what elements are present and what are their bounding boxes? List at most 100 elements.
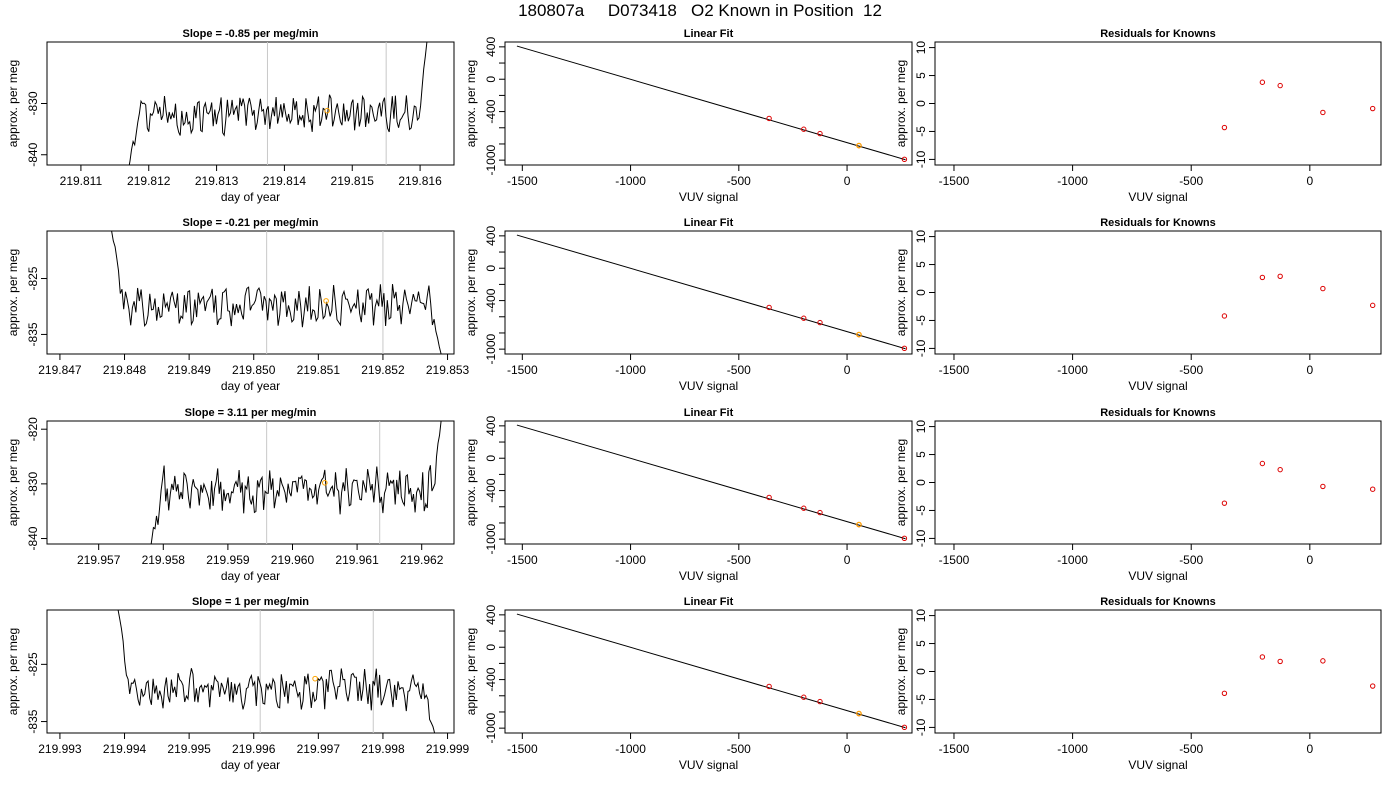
trace-4-x-label: day of year bbox=[221, 758, 280, 772]
trace-2-y-label: approx. per meg bbox=[6, 249, 20, 336]
trace-1-x-tick-label: 219.815 bbox=[331, 174, 375, 188]
residuals-3-residual-point bbox=[1320, 483, 1326, 490]
residuals-3-y-tick-label: 10 bbox=[914, 420, 928, 434]
trace-4-x-tick-label: 219.996 bbox=[232, 742, 276, 756]
residuals-4-plot-area bbox=[1221, 654, 1376, 697]
residuals-2-y-tick-label: 0 bbox=[914, 289, 928, 296]
residuals-1-x-label: VUV signal bbox=[1128, 190, 1187, 204]
residuals-4-residual-point bbox=[1320, 658, 1326, 664]
trace-2-y-tick-label: -835 bbox=[26, 322, 40, 346]
trace-2-y-tick-label: -825 bbox=[26, 266, 40, 290]
fit-3-x-tick-label: -1000 bbox=[615, 553, 646, 567]
trace-2-x-tick-label: 219.847 bbox=[38, 363, 82, 377]
fit-2-x-tick-label: 0 bbox=[844, 363, 851, 377]
fit-4-fit-line bbox=[516, 613, 906, 729]
residuals-1-y-tick-label: 5 bbox=[914, 72, 928, 79]
trace-4-x-tick-label: 219.993 bbox=[38, 742, 82, 756]
residuals-3-x-tick-label: 0 bbox=[1306, 553, 1313, 567]
fit-4-title: Linear Fit bbox=[684, 596, 734, 608]
trace-4-trace bbox=[117, 610, 436, 733]
fit-2-y-tick-label: -1000 bbox=[484, 333, 498, 364]
trace-1-x-tick-label: 219.812 bbox=[127, 174, 171, 188]
fit-4-x-tick-label: -500 bbox=[727, 742, 751, 756]
residuals-4-x-tick-label: -1000 bbox=[1057, 742, 1088, 756]
fit-1-x-label: VUV signal bbox=[679, 190, 738, 204]
residuals-2-residual-point bbox=[1221, 313, 1228, 319]
fit-4-y-label: approx. per meg bbox=[464, 628, 478, 715]
residuals-4-title: Residuals for Knowns bbox=[1100, 596, 1216, 608]
fit-2-known-point bbox=[901, 345, 908, 352]
fit-2-y-label: approx. per meg bbox=[464, 249, 478, 336]
residuals-2-y-tick-label: 10 bbox=[914, 230, 928, 244]
residuals-1-y-label: approx. per meg bbox=[894, 60, 908, 147]
residuals-3-residual-point bbox=[1369, 486, 1376, 492]
trace-3-y-label: approx. per meg bbox=[6, 439, 20, 526]
trace-1-x-tick-label: 219.816 bbox=[398, 174, 442, 188]
fit-2-known-point bbox=[801, 315, 807, 321]
residuals-3-y-label: approx. per meg bbox=[894, 439, 908, 526]
trace-3-x-label: day of year bbox=[221, 569, 280, 583]
trace-4-sample-marker bbox=[312, 675, 318, 682]
residuals-3-y-tick-label: 5 bbox=[914, 451, 928, 458]
residuals-4-x-tick-label: 0 bbox=[1306, 742, 1313, 756]
trace-4-title: Slope = 1 per meg/min bbox=[192, 596, 309, 608]
fit-4-x-tick-label: 0 bbox=[844, 742, 851, 756]
trace-1-x-tick-label: 219.814 bbox=[263, 174, 307, 188]
trace-1-trace bbox=[128, 42, 428, 165]
fit-1-known-point bbox=[901, 156, 908, 163]
residuals-1-residual-point bbox=[1369, 105, 1376, 112]
trace-1-x-tick-label: 219.811 bbox=[60, 174, 103, 188]
fit-2-x-label: VUV signal bbox=[679, 379, 738, 393]
residuals-3-x-tick-label: -1000 bbox=[1057, 553, 1088, 567]
residuals-4-x-tick-label: -1500 bbox=[939, 742, 970, 756]
fit-2-y-tick-label: 400 bbox=[484, 226, 498, 246]
residuals-2-residual-point bbox=[1259, 274, 1266, 281]
residuals-4-y-tick-label: 0 bbox=[914, 668, 928, 675]
fit-2-known-point bbox=[766, 304, 772, 311]
fit-4-y-tick-label: -400 bbox=[484, 667, 498, 691]
trace-3-x-tick-label: 219.958 bbox=[142, 553, 186, 567]
residuals-4-residual-point bbox=[1259, 654, 1266, 660]
residuals-4-y-tick-label: 5 bbox=[914, 640, 928, 647]
fit-3-x-tick-label: -500 bbox=[727, 553, 751, 567]
residuals-2-residual-point bbox=[1369, 302, 1376, 309]
residuals-1-y-tick-label: -10 bbox=[914, 150, 928, 168]
fit-3-known-point bbox=[801, 505, 807, 511]
trace-2-frame bbox=[46, 230, 455, 355]
fit-3-plot-area bbox=[516, 424, 908, 542]
trace-4-x-tick-label: 219.999 bbox=[426, 742, 470, 756]
fit-1-y-tick-label: -1000 bbox=[484, 144, 498, 175]
residuals-2-residual-point bbox=[1320, 285, 1326, 292]
fit-1-x-tick-label: 0 bbox=[844, 174, 851, 188]
fit-2-y-tick-label: 0 bbox=[484, 265, 498, 272]
residuals-3-x-tick-label: -1500 bbox=[939, 553, 970, 567]
fit-1-fit-line bbox=[516, 45, 906, 161]
fit-2-x-tick-label: -1500 bbox=[507, 363, 538, 377]
fit-2-plot-area bbox=[516, 234, 908, 352]
residuals-1-residual-point bbox=[1221, 124, 1228, 131]
fit-4-plot-area bbox=[516, 613, 908, 731]
residuals-4-residual-point bbox=[1369, 683, 1376, 689]
residuals-4-y-tick-label: 10 bbox=[914, 609, 928, 623]
fit-3-unknown-point bbox=[856, 521, 862, 528]
fit-1-x-tick-label: -1500 bbox=[507, 174, 538, 188]
residuals-2-frame bbox=[934, 230, 1382, 355]
residuals-1-residual-point bbox=[1277, 82, 1283, 89]
residuals-4-residual-point bbox=[1277, 658, 1283, 665]
fit-2-y-tick-label: -400 bbox=[484, 288, 498, 312]
trace-2-trace bbox=[111, 231, 442, 354]
trace-1-x-label: day of year bbox=[221, 190, 280, 204]
trace-2-x-tick-label: 219.848 bbox=[103, 363, 147, 377]
trace-3-plot-area bbox=[150, 421, 442, 544]
trace-4-y-tick-label: -835 bbox=[26, 709, 40, 733]
residuals-3-x-label: VUV signal bbox=[1128, 569, 1187, 583]
fit-4-known-point bbox=[817, 698, 823, 705]
trace-1-x-tick-label: 219.813 bbox=[195, 174, 239, 188]
fit-3-known-point bbox=[817, 509, 823, 516]
fit-2-x-tick-label: -500 bbox=[727, 363, 751, 377]
residuals-3-residual-point bbox=[1277, 466, 1283, 473]
trace-2-sample-marker bbox=[323, 298, 329, 304]
trace-4-plot-area bbox=[117, 610, 436, 733]
trace-1-y-tick-label: -840 bbox=[26, 142, 40, 166]
